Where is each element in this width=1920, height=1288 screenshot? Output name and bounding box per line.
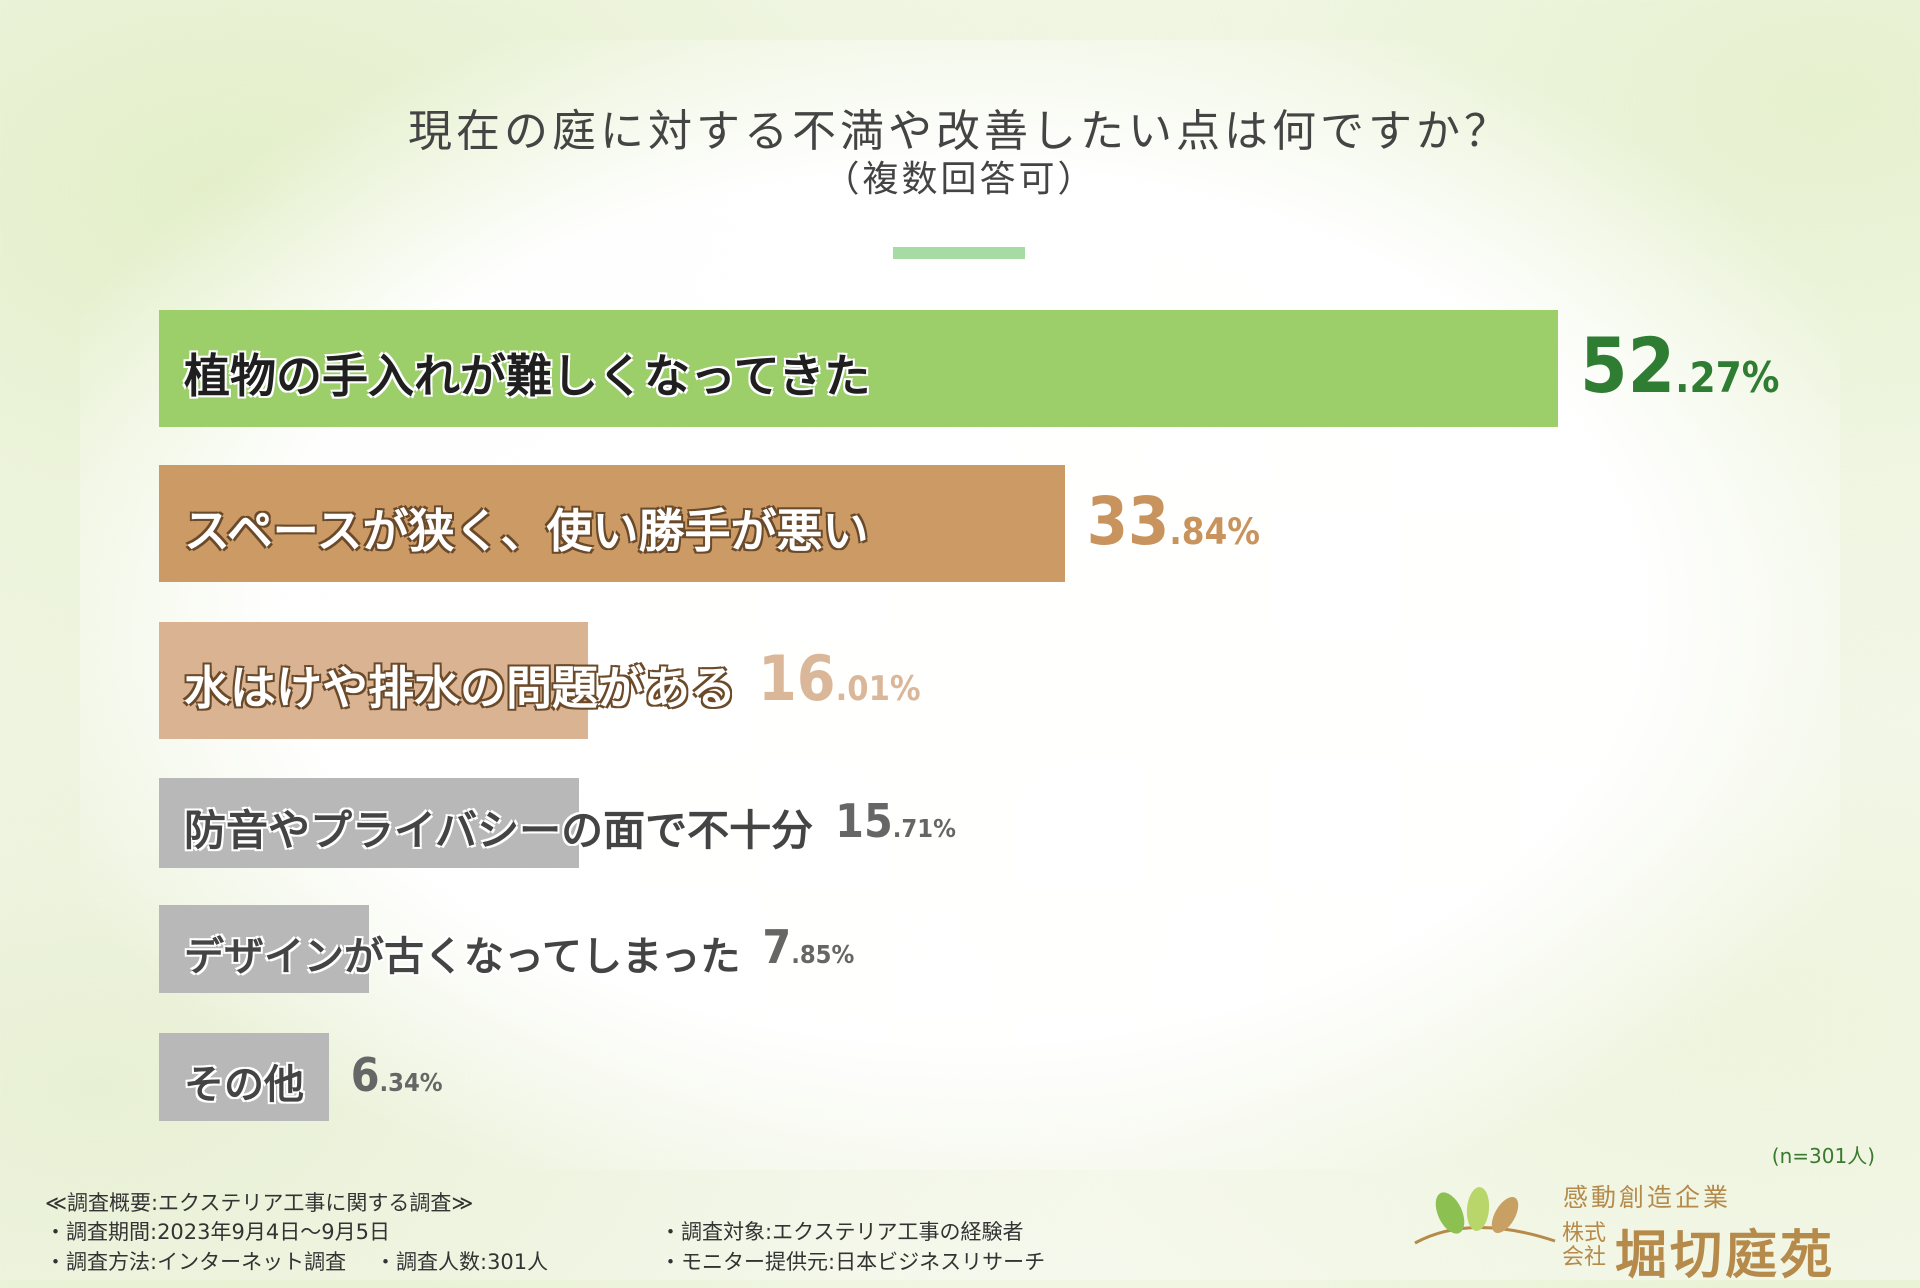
value-label-2: 33.84% (1087, 483, 1260, 560)
bar-2 (159, 465, 1065, 582)
value-label-6: 6.34% (351, 1048, 443, 1102)
bar-4 (159, 778, 580, 868)
value-decimal: .01% (835, 669, 921, 710)
survey-provider: ・モニター提供元:日本ビジネスリサーチ (660, 1250, 1046, 1274)
value-label-5: 7.85% (762, 920, 854, 974)
value-int: 15 (835, 794, 893, 849)
value-label-1: 52.27% (1580, 321, 1779, 410)
value-label-4: 15.71% (835, 794, 956, 848)
chart-panel (80, 40, 1840, 1170)
chart-subtitle: （複数回答可） (823, 159, 1097, 200)
bar-label-3: 水はけや排水の問題がある (184, 660, 736, 715)
value-decimal: .71% (892, 814, 956, 844)
survey-method: ・調査方法:インターネット調査 (45, 1250, 347, 1274)
value-int: 7 (762, 920, 792, 975)
survey-period: ・調査期間:2023年9月4日〜9月5日 (45, 1220, 390, 1244)
value-decimal: .84% (1169, 509, 1260, 553)
value-decimal: .85% (791, 940, 855, 970)
bar-6 (159, 1033, 329, 1121)
chart-title: 現在の庭に対する不満や改善したい点は何ですか？ (408, 106, 1512, 157)
bar-label-5: デザインが古くなってしまった (184, 934, 741, 981)
value-int: 16 (758, 642, 836, 716)
logo-company-type: 株式 会社 (1562, 1221, 1607, 1270)
value-int: 6 (350, 1048, 380, 1103)
bar-label-1: 植物の手入れが難しくなってきた (184, 348, 871, 403)
bar-1 (159, 310, 1558, 427)
logo-tagline: 感動創造企業 (1563, 1183, 1732, 1212)
title-underline (893, 247, 1025, 259)
value-decimal: .27% (1675, 353, 1780, 403)
bar-5 (159, 905, 370, 993)
value-int: 33 (1086, 482, 1170, 560)
value-decimal: .34% (379, 1068, 443, 1098)
company-logo-leaves-icon (1414, 1187, 1556, 1245)
value-int: 52 (1580, 321, 1676, 411)
sample-size-label: (n=301人) (1771, 1144, 1875, 1168)
logo-company-name: 堀切庭苑 (1615, 1226, 1836, 1286)
bar-label-4: 防音やプライバシーの面で不十分 (184, 805, 814, 855)
bar-3 (159, 622, 588, 739)
survey-count: ・調査人数:301人 (375, 1250, 549, 1274)
value-label-3: 16.01% (758, 642, 921, 715)
bar-label-2: スペースが狭く、使い勝手が悪い (184, 503, 869, 558)
survey-target: ・調査対象:エクステリア工事の経験者 (660, 1220, 1024, 1244)
survey-heading: ≪調査概要:エクステリア工事に関する調査≫ (45, 1191, 474, 1215)
bar-label-6: その他 (184, 1062, 304, 1109)
